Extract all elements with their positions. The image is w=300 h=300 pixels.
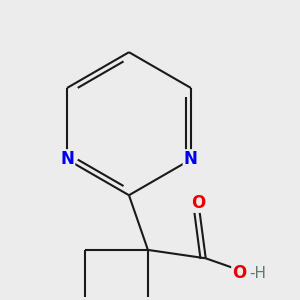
Text: N: N bbox=[60, 151, 74, 169]
Text: -H: -H bbox=[249, 266, 266, 281]
Text: O: O bbox=[191, 194, 206, 211]
Text: O: O bbox=[232, 264, 247, 282]
Text: N: N bbox=[184, 151, 198, 169]
